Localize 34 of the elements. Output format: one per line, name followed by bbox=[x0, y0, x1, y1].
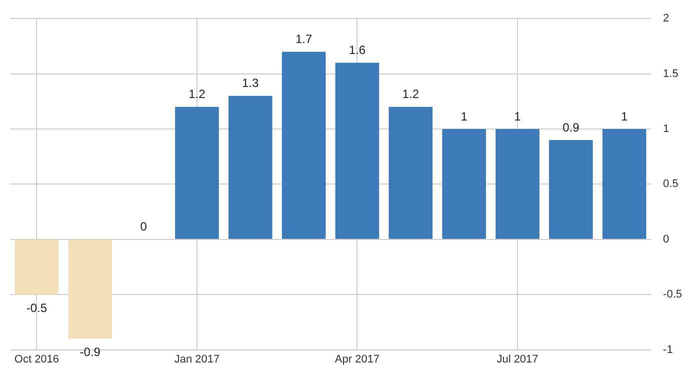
y-tick-label: -1 bbox=[663, 344, 673, 356]
data-label: 1.6 bbox=[348, 43, 366, 58]
y-tick-label: 1 bbox=[663, 123, 670, 136]
data-label: 1.7 bbox=[295, 32, 312, 46]
data-label: 0 bbox=[140, 220, 148, 234]
bar bbox=[282, 52, 326, 239]
bar bbox=[335, 62, 380, 239]
x-tick-label: Jan 2017 bbox=[174, 353, 220, 366]
y-tick-label: 0.5 bbox=[663, 178, 678, 190]
x-tick-label: Oct 2016 bbox=[14, 353, 60, 366]
data-label: 1.2 bbox=[402, 87, 420, 102]
data-label: 1.3 bbox=[242, 76, 260, 90]
bar bbox=[228, 96, 272, 239]
data-label: 1 bbox=[460, 109, 468, 124]
bar bbox=[602, 129, 646, 239]
y-tick-label: 1.5 bbox=[663, 68, 678, 80]
y-tick-label: -0.5 bbox=[663, 288, 682, 301]
bar bbox=[442, 129, 486, 239]
bar bbox=[549, 140, 593, 239]
bar bbox=[496, 129, 540, 239]
data-label: -0.9 bbox=[80, 345, 101, 360]
data-label: 1 bbox=[514, 109, 522, 124]
data-label: 1.2 bbox=[188, 87, 206, 102]
bar bbox=[14, 240, 59, 295]
data-label: 0.9 bbox=[562, 120, 580, 134]
data-label: 1 bbox=[620, 109, 628, 124]
data-label: -0.5 bbox=[26, 300, 48, 315]
x-tick-label: Jul 2017 bbox=[496, 353, 538, 366]
y-tick-label: 2 bbox=[663, 12, 670, 25]
bar bbox=[68, 240, 112, 339]
bar bbox=[388, 106, 433, 239]
bar bbox=[175, 106, 219, 239]
y-tick-label: 0 bbox=[663, 233, 670, 246]
x-tick-label: Apr 2017 bbox=[334, 353, 380, 366]
